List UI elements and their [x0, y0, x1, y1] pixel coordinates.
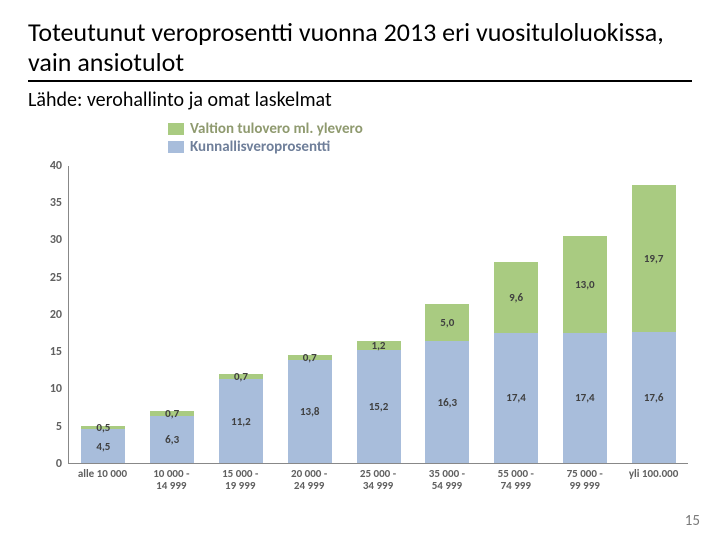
bar-segment-state: 0,7	[288, 355, 332, 360]
bar-value-label: 16,3	[438, 396, 458, 409]
bar-value-label: 13,8	[300, 405, 320, 418]
bar-slot: 6,3 0,7	[138, 166, 207, 463]
bar-segment-municipal: 17,4	[563, 333, 607, 463]
bar-value-label: 11,2	[231, 415, 251, 428]
x-tick-label: 10 000 -14 999	[137, 464, 206, 500]
stacked-bar: 15,2 1,2	[357, 341, 401, 463]
bar-value-label: 17,6	[644, 391, 664, 404]
bar-segment-municipal: 16,3	[425, 341, 469, 462]
stacked-bar: 17,4 13,0	[563, 236, 607, 462]
y-tick-label: 25	[32, 271, 62, 285]
plot-area: 4,5 0,5 6,3 0,7 11,2 0,7 13,8 0,7 15,2 1,2 16,3 5,0…	[68, 166, 688, 464]
x-tick-label: 55 000 -74 999	[481, 464, 550, 500]
y-tick-label: 35	[32, 196, 62, 210]
slide-subtitle: Lähde: verohallinto ja omat laskelmat	[28, 88, 692, 112]
bar-value-label: 0,7	[234, 370, 248, 383]
stacked-bar: 13,8 0,7	[288, 355, 332, 463]
slide: Toteutunut veroprosentti vuonna 2013 eri…	[0, 0, 720, 540]
bar-segment-municipal: 17,6	[632, 332, 676, 463]
bar-slot: 15,2 1,2	[344, 166, 413, 463]
bars-container: 4,5 0,5 6,3 0,7 11,2 0,7 13,8 0,7 15,2 1,2 16,3 5,0…	[69, 166, 688, 463]
bar-value-label: 1,2	[372, 339, 386, 352]
bar-segment-state: 1,2	[357, 341, 401, 350]
bar-segment-municipal: 17,4	[494, 333, 538, 463]
bar-value-label: 9,6	[509, 291, 523, 304]
y-tick-label: 30	[32, 233, 62, 247]
x-tick-label: yli 100.000	[619, 464, 688, 500]
stacked-bar: 11,2 0,7	[219, 374, 263, 463]
bar-segment-state: 0,7	[219, 374, 263, 379]
chart: Valtion tulovero ml. yleveroKunnallisver…	[28, 120, 688, 500]
y-tick-label: 5	[32, 420, 62, 434]
bar-segment-state: 13,0	[563, 236, 607, 333]
bar-value-label: 17,4	[575, 391, 595, 404]
bar-slot: 11,2 0,7	[207, 166, 276, 463]
stacked-bar: 16,3 5,0	[425, 304, 469, 463]
bar-segment-municipal: 4,5	[81, 429, 125, 463]
bar-slot: 13,8 0,7	[275, 166, 344, 463]
x-axis-labels: alle 10 00010 000 -14 99915 000 -19 9992…	[68, 464, 688, 500]
bar-segment-state: 9,6	[494, 262, 538, 334]
x-tick-label: alle 10 000	[68, 464, 137, 500]
bar-segment-state: 0,7	[150, 411, 194, 416]
bar-value-label: 19,7	[644, 252, 664, 265]
bar-value-label: 0,5	[96, 421, 110, 434]
bar-value-label: 15,2	[369, 400, 389, 413]
legend-label: Kunnallisveroprosentti	[190, 138, 330, 156]
bar-value-label: 13,0	[575, 278, 595, 291]
y-tick-label: 40	[32, 159, 62, 173]
slide-title: Toteutunut veroprosentti vuonna 2013 eri…	[28, 18, 692, 78]
bar-segment-municipal: 13,8	[288, 360, 332, 463]
bar-slot: 17,4 9,6	[482, 166, 551, 463]
bar-segment-municipal: 6,3	[150, 416, 194, 463]
x-tick-label: 75 000 -99 999	[550, 464, 619, 500]
x-tick-label: 35 000 -54 999	[412, 464, 481, 500]
y-tick-label: 20	[32, 308, 62, 322]
y-tick-label: 10	[32, 382, 62, 396]
bar-slot: 17,6 19,7	[619, 166, 688, 463]
bar-value-label: 5,0	[440, 316, 454, 329]
chart-legend: Valtion tulovero ml. yleveroKunnallisver…	[168, 120, 363, 156]
x-tick-label: 20 000 -24 999	[275, 464, 344, 500]
bar-slot: 17,4 13,0	[550, 166, 619, 463]
bar-segment-state: 5,0	[425, 304, 469, 341]
bar-segment-state: 19,7	[632, 185, 676, 332]
legend-swatch	[168, 123, 184, 135]
bar-value-label: 6,3	[165, 433, 179, 446]
bar-segment-municipal: 11,2	[219, 379, 263, 462]
x-tick-label: 15 000 -19 999	[206, 464, 275, 500]
bar-segment-municipal: 15,2	[357, 350, 401, 463]
legend-swatch	[168, 141, 184, 153]
stacked-bar: 6,3 0,7	[150, 411, 194, 463]
legend-item: Kunnallisveroprosentti	[168, 138, 363, 156]
bar-value-label: 4,5	[96, 440, 110, 453]
bar-value-label: 0,7	[303, 351, 317, 364]
x-tick-label: 25 000 -34 999	[344, 464, 413, 500]
stacked-bar: 17,4 9,6	[494, 262, 538, 463]
bar-slot: 16,3 5,0	[413, 166, 482, 463]
bar-slot: 4,5 0,5	[69, 166, 138, 463]
page-number: 15	[685, 512, 700, 530]
bar-segment-state: 0,5	[81, 426, 125, 430]
stacked-bar: 17,6 19,7	[632, 185, 676, 463]
bar-value-label: 17,4	[506, 391, 526, 404]
title-underline	[28, 80, 692, 82]
y-tick-label: 0	[32, 457, 62, 471]
bar-value-label: 0,7	[165, 407, 179, 420]
legend-label: Valtion tulovero ml. ylevero	[190, 120, 363, 138]
legend-item: Valtion tulovero ml. ylevero	[168, 120, 363, 138]
stacked-bar: 4,5 0,5	[81, 426, 125, 463]
y-tick-label: 15	[32, 345, 62, 359]
